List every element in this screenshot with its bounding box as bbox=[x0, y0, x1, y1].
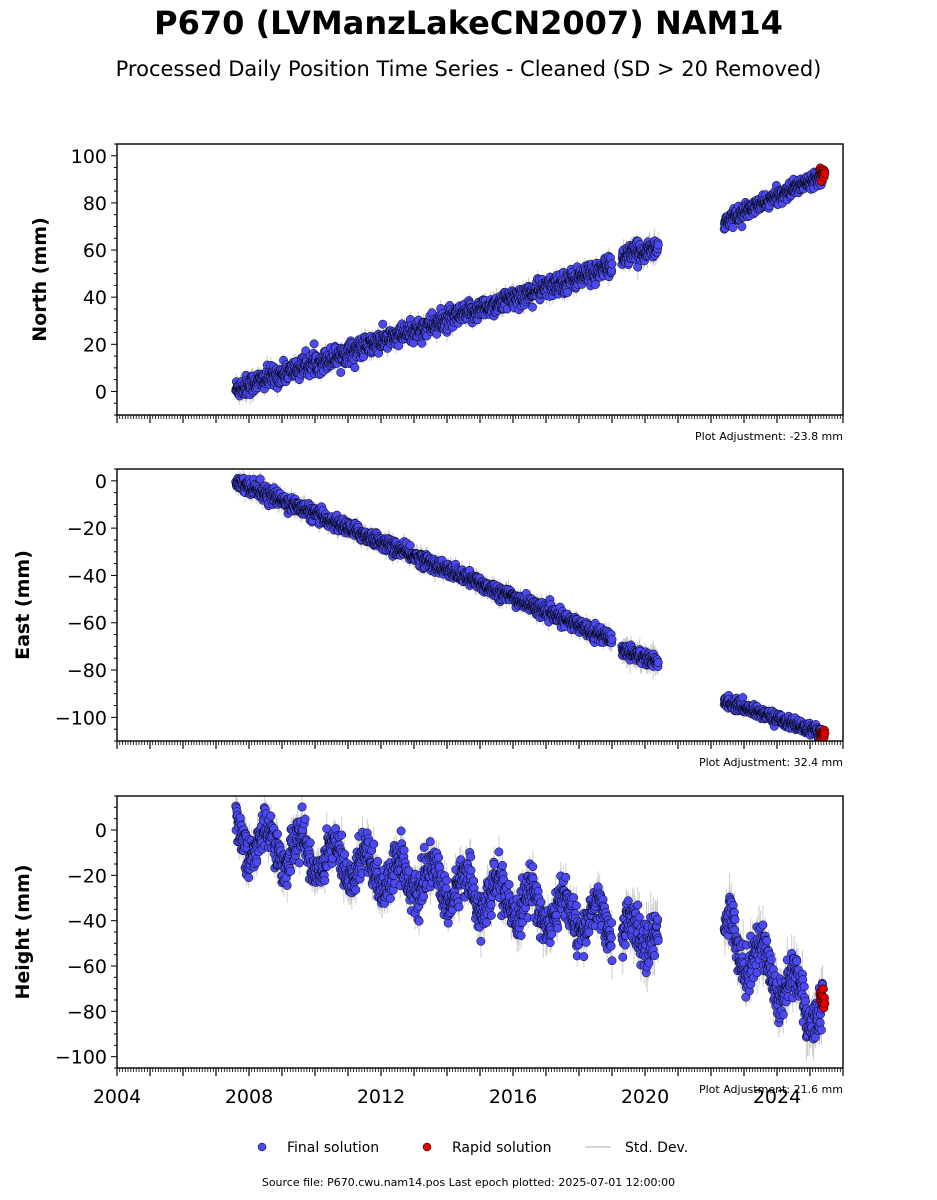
final-point bbox=[737, 222, 747, 232]
y-tick-label: 40 bbox=[83, 287, 107, 309]
final-point bbox=[336, 368, 346, 377]
y-tick-label: 80 bbox=[83, 193, 107, 215]
final-point bbox=[309, 339, 319, 349]
y-tick-label: 0 bbox=[95, 381, 107, 403]
panel-1: 0 20 40 60 80 100 North (mm) Plot Adjustment: -… bbox=[29, 143, 844, 443]
final-point bbox=[394, 341, 404, 351]
final-point bbox=[591, 280, 600, 289]
final-point bbox=[563, 288, 573, 297]
plot-area bbox=[231, 469, 830, 741]
final-solution-points bbox=[231, 165, 828, 401]
y-tick-label: 60 bbox=[83, 240, 107, 262]
rapid-solution-points bbox=[815, 163, 830, 186]
y-tick-label: 100 bbox=[71, 146, 107, 168]
chart-title: P670 (LVManzLakeCN2007) NAM14 bbox=[154, 4, 783, 42]
final-point bbox=[728, 223, 738, 233]
y-tick-label: 20 bbox=[83, 334, 107, 356]
plot-adjustment-label: Plot Adjustment: -23.8 mm bbox=[695, 430, 843, 443]
axes-frame bbox=[116, 143, 844, 416]
plot-area bbox=[231, 163, 830, 405]
final-point bbox=[528, 302, 537, 312]
rapid-point bbox=[820, 168, 830, 178]
y-axis-label: North (mm) bbox=[29, 217, 51, 342]
chart-subtitle: Processed Daily Position Time Series - C… bbox=[115, 57, 822, 81]
final-point bbox=[378, 319, 388, 329]
final-point bbox=[350, 363, 360, 373]
final-point bbox=[653, 240, 663, 250]
final-point bbox=[607, 259, 617, 269]
